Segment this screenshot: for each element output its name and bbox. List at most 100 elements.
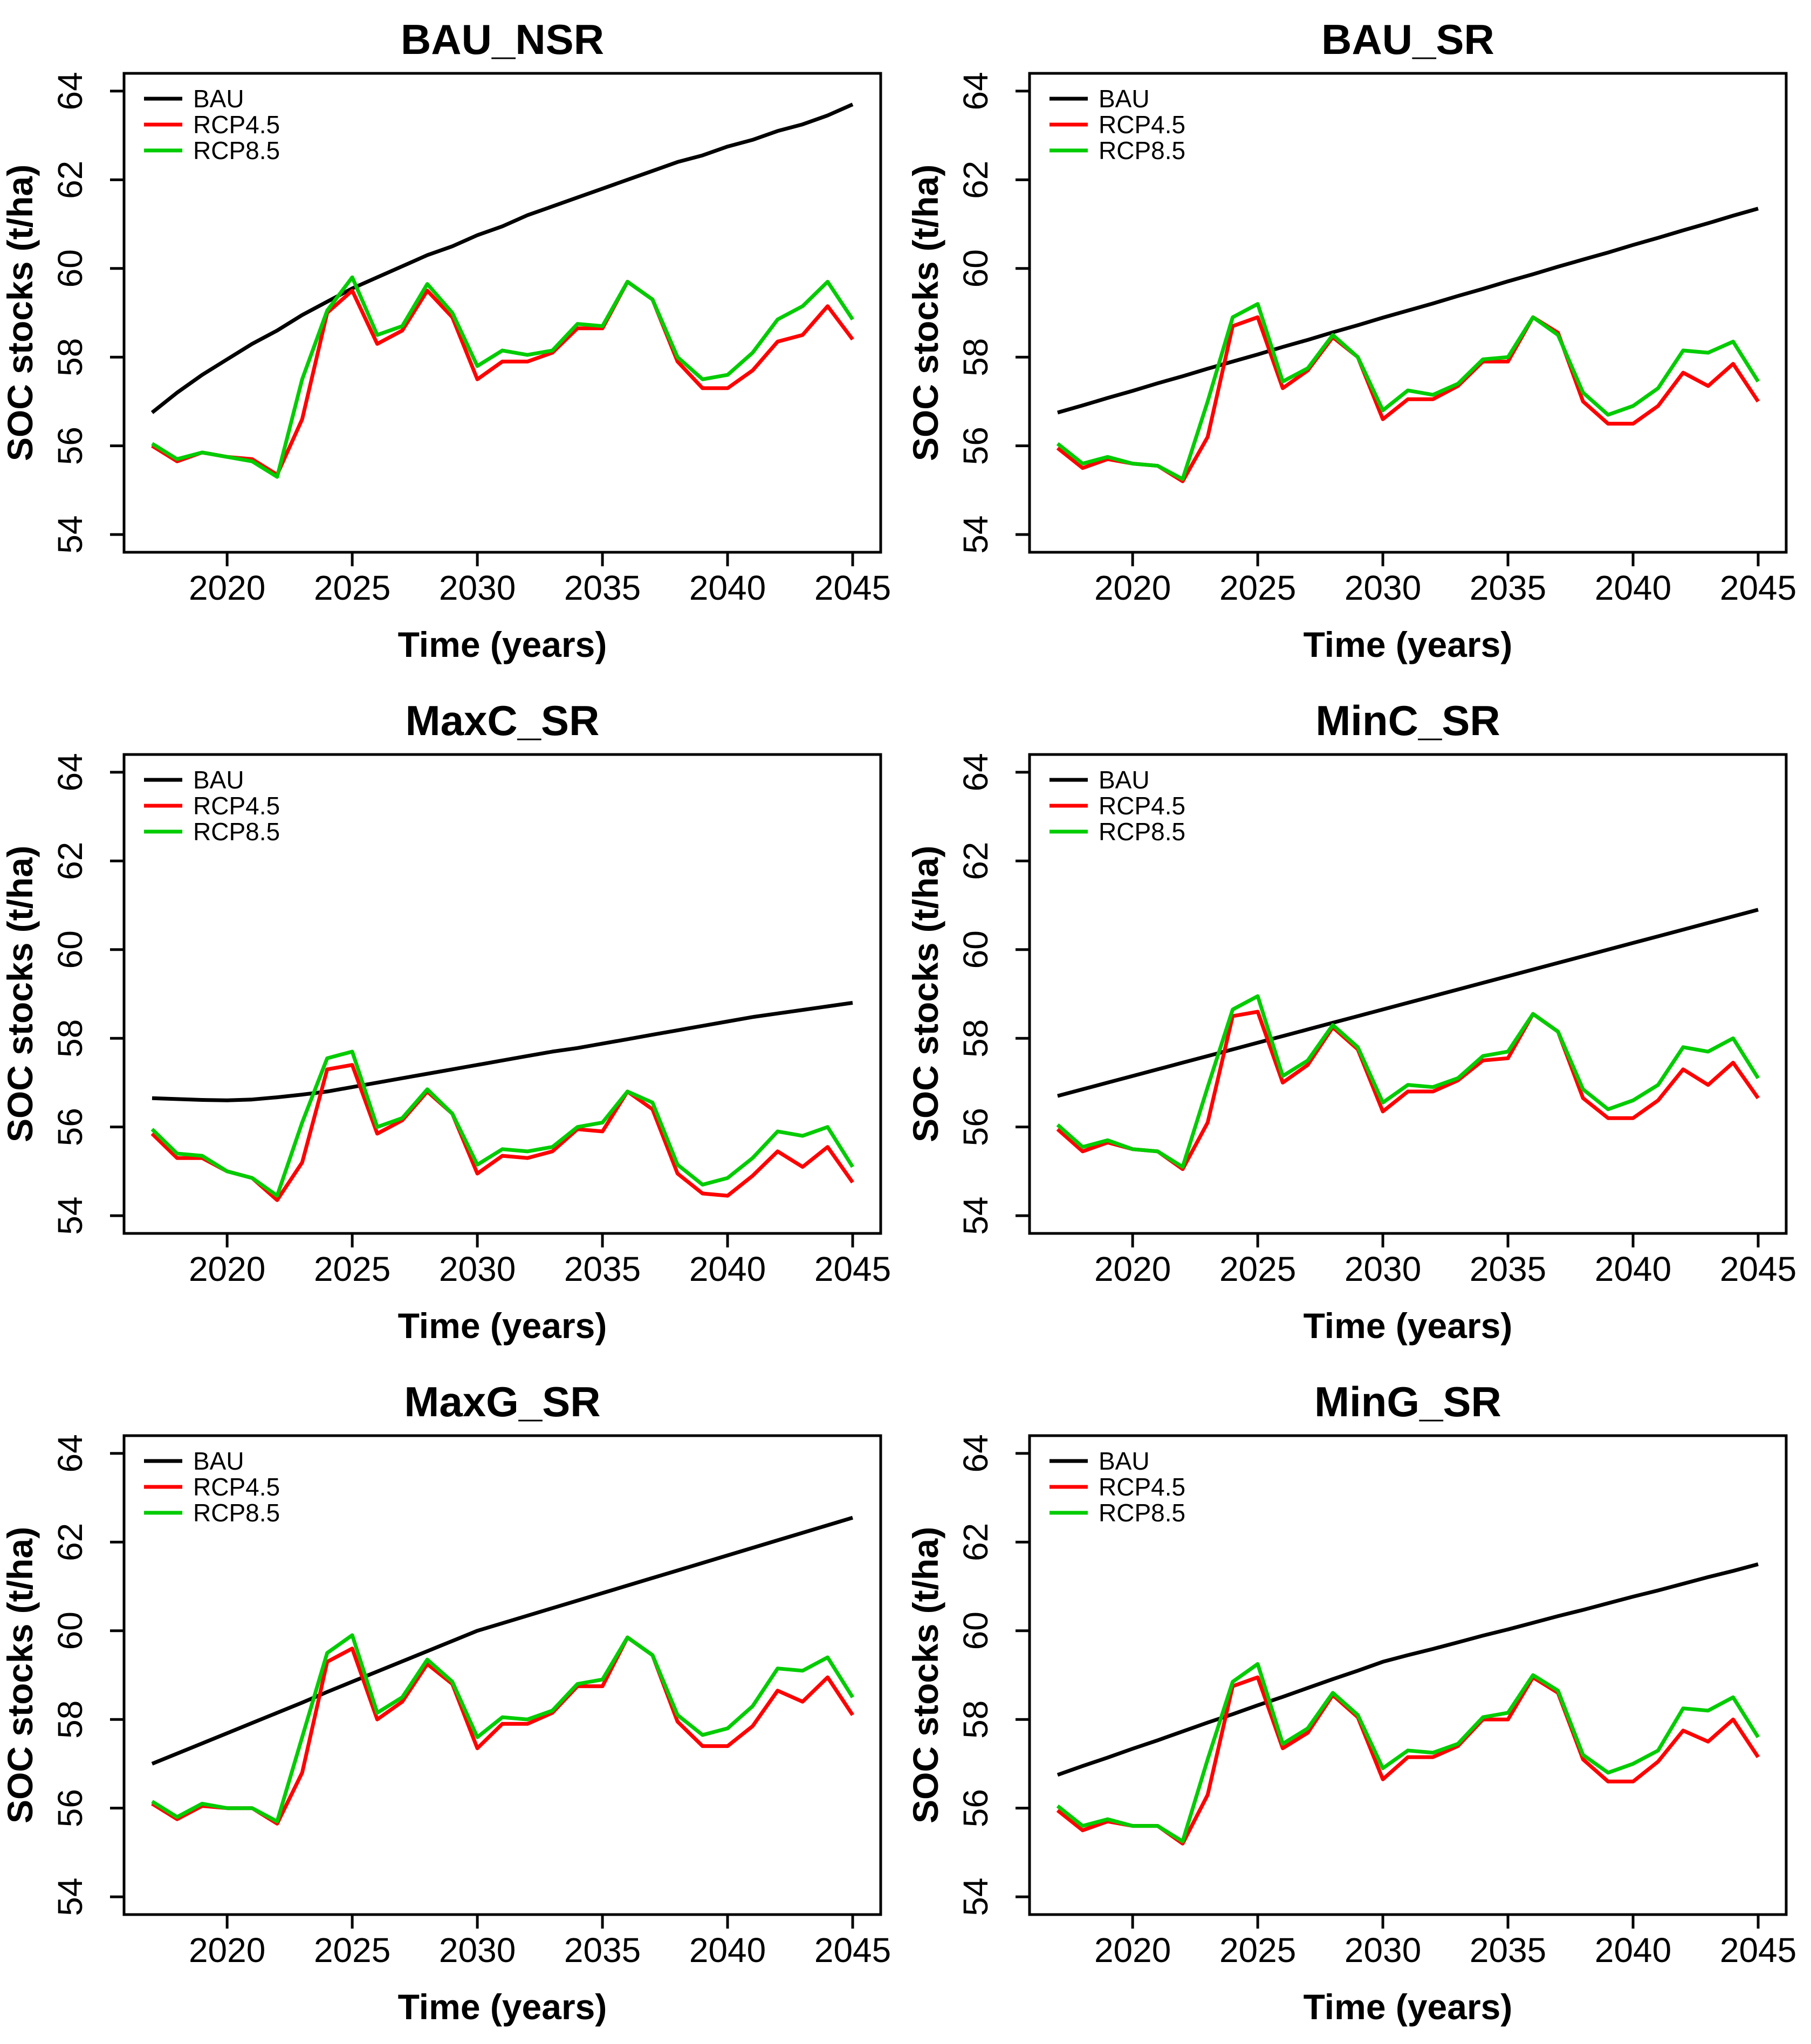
y-tick-label: 54 (956, 516, 995, 554)
chart-panel-minc-sr: MinC_SR 2020 2025 2030 2035 2040 2045 54 56 58 60 6… (906, 681, 1811, 1362)
legend-label-bau: BAU (1099, 766, 1150, 794)
x-tick-label: 2020 (189, 568, 265, 607)
legend-label-rcp8-5: RCP8.5 (1099, 136, 1185, 164)
plot-box (1028, 1434, 1788, 1916)
x-tick-label: 2030 (1344, 1250, 1421, 1288)
x-tick-label: 2020 (1094, 568, 1171, 607)
x-tick-label: 2040 (689, 1250, 766, 1288)
y-tick-label: 62 (956, 1523, 995, 1561)
y-tick-label: 56 (51, 1108, 90, 1146)
y-tick-label: 60 (51, 1611, 90, 1650)
series-line-rcp8-5 (1056, 1662, 1760, 1843)
x-tick-label: 2025 (1219, 1250, 1296, 1288)
chart-title: MinG_SR (1314, 1378, 1501, 1425)
y-tick-label: 56 (51, 1789, 90, 1827)
y-tick-label: 62 (956, 161, 995, 199)
y-tick-label: 62 (51, 842, 90, 880)
legend-label-rcp8-5: RCP8.5 (193, 818, 280, 846)
legend-label-bau: BAU (1099, 1447, 1150, 1475)
x-tick-label: 2035 (564, 1931, 641, 1970)
chart-svg-ming-sr: MinG_SR 2020 2025 2030 2035 2040 2045 54 56 58 60 6… (906, 1378, 1796, 2027)
x-tick-label: 2040 (1595, 1250, 1671, 1288)
series-line-rcp4-5 (1056, 1010, 1760, 1171)
plot-box (122, 753, 882, 1235)
x-tick-label: 2035 (1470, 1250, 1546, 1288)
chart-title: MaxG_SR (404, 1378, 600, 1425)
series-line-bau (1057, 1562, 1759, 1777)
series-line-rcp4-5 (1056, 1675, 1760, 1846)
x-tick-label: 2045 (814, 1931, 891, 1970)
x-tick-label: 2035 (1470, 1931, 1546, 1970)
y-tick-label: 58 (956, 338, 995, 376)
y-axis-label: SOC stocks (t/ha) (906, 846, 945, 1142)
legend-label-bau: BAU (1099, 85, 1150, 113)
y-axis-label: SOC stocks (t/ha) (0, 1527, 40, 1823)
plot-box (122, 72, 882, 554)
plot-box (1028, 72, 1788, 554)
chart-svg-bau-nsr: BAU_NSR 2020 2025 2030 2035 2040 2045 54 56 58 60 6… (0, 16, 891, 664)
x-tick-label: 2030 (1344, 568, 1421, 607)
series-line-rcp8-5 (151, 1633, 854, 1823)
y-tick-label: 58 (956, 1019, 995, 1058)
chart-panel-bau-sr: BAU_SR 2020 2025 2030 2035 2040 2045 54 56 58 60 62… (906, 0, 1811, 681)
x-tick-label: 2025 (1219, 568, 1296, 607)
y-tick-label: 54 (51, 1197, 90, 1235)
y-tick-label: 60 (956, 930, 995, 969)
x-axis-label: Time (years) (398, 1987, 607, 2027)
series-line-rcp8-5 (1056, 302, 1760, 481)
chart-title: BAU_NSR (401, 16, 604, 63)
legend-label-rcp4-5: RCP4.5 (193, 792, 280, 820)
x-tick-label: 2045 (814, 568, 891, 607)
x-axis-label: Time (years) (398, 625, 607, 664)
series-line-rcp8-5 (151, 275, 854, 479)
chart-svg-maxc-sr: MaxC_SR 2020 2025 2030 2035 2040 2045 54 56 58 60 6… (0, 697, 891, 1346)
legend-label-rcp4-5: RCP4.5 (1099, 1473, 1185, 1501)
x-tick-label: 2020 (1094, 1250, 1171, 1288)
y-tick-label: 60 (956, 1611, 995, 1650)
y-axis-label: SOC stocks (t/ha) (0, 846, 40, 1142)
series-line-rcp4-5 (151, 279, 854, 477)
legend-label-rcp4-5: RCP4.5 (1099, 111, 1185, 139)
series-line-bau (151, 1515, 854, 1766)
x-tick-label: 2020 (1094, 1931, 1171, 1970)
legend-label-rcp8-5: RCP8.5 (193, 1499, 280, 1527)
chart-panel-maxg-sr: MaxG_SR 2020 2025 2030 2035 2040 2045 54 56 58 60 6… (0, 1362, 906, 2043)
y-tick-label: 56 (956, 427, 995, 465)
chart-panel-ming-sr: MinG_SR 2020 2025 2030 2035 2040 2045 54 56 58 60 6… (906, 1362, 1811, 2043)
x-tick-label: 2025 (314, 1250, 390, 1288)
x-tick-label: 2045 (1720, 1931, 1796, 1970)
y-tick-label: 60 (51, 930, 90, 969)
y-tick-label: 60 (51, 249, 90, 287)
x-tick-label: 2030 (439, 1931, 516, 1970)
y-tick-label: 56 (956, 1108, 995, 1146)
chart-title: MinC_SR (1315, 697, 1500, 744)
y-axis-label: SOC stocks (t/ha) (0, 164, 40, 461)
series-line-rcp4-5 (150, 1063, 854, 1202)
x-tick-label: 2040 (1595, 1931, 1671, 1970)
y-tick-label: 54 (51, 516, 90, 554)
plot-box (1028, 753, 1788, 1235)
legend-label-rcp4-5: RCP4.5 (193, 1473, 280, 1501)
x-tick-label: 2030 (439, 1250, 516, 1288)
y-tick-label: 62 (51, 1523, 90, 1561)
x-tick-label: 2040 (689, 1931, 766, 1970)
series-line-rcp8-5 (1056, 994, 1760, 1169)
x-axis-label: Time (years) (1304, 1987, 1513, 2027)
y-axis-label: SOC stocks (t/ha) (906, 1527, 945, 1823)
y-tick-label: 54 (956, 1197, 995, 1235)
series-line-rcp8-5 (150, 1050, 854, 1198)
chart-title: MaxC_SR (406, 697, 600, 744)
y-tick-label: 60 (956, 249, 995, 287)
plot-box (122, 1434, 882, 1916)
y-tick-label: 62 (51, 161, 90, 199)
chart-svg-minc-sr: MinC_SR 2020 2025 2030 2035 2040 2045 54 56 58 60 6… (906, 697, 1796, 1346)
legend-label-rcp4-5: RCP4.5 (193, 111, 280, 139)
series-line-bau (150, 102, 854, 414)
series-line-rcp4-5 (1056, 315, 1760, 483)
